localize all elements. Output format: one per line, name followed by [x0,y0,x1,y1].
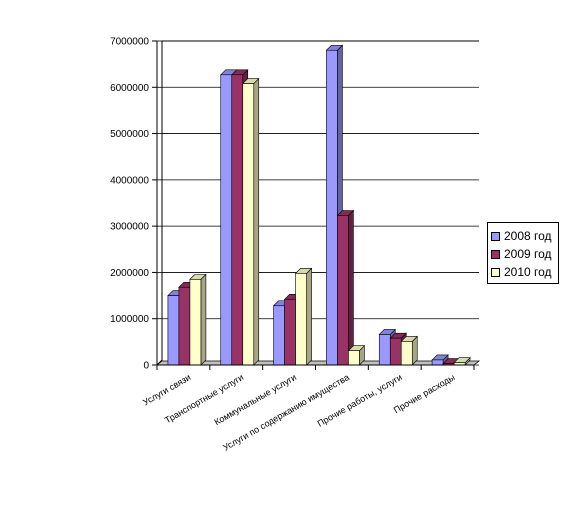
bar-front [178,286,191,366]
bar-front [337,215,349,366]
legend-item-2008: 2008 год [491,227,555,245]
bar-front [348,350,360,366]
legend-item-2010: 2010 год [491,263,555,281]
bar-side [253,77,260,366]
bar-front [431,359,444,366]
bar-side [200,273,207,366]
x-tick-label: Услуги связи [141,372,192,407]
bar-front [231,74,244,366]
bar [400,335,418,366]
bar-front [189,279,202,366]
bar-front [284,298,296,366]
y-tick-label: 4000000 [110,175,149,186]
y-tick-label: 1000000 [110,314,149,325]
legend-item-2009: 2009 год [491,245,555,263]
y-tick-label: 6000000 [110,83,149,94]
bar-front [273,305,285,366]
plot-area: 0 1000000 2000000 3000000 4000000 5000000 6000… [110,37,481,453]
legend-label-2009: 2009 год [504,247,552,261]
bar [242,77,260,366]
bar [189,273,207,366]
bar-front [242,83,255,366]
y-tick-label: 2000000 [110,268,149,279]
bar-side [348,209,354,366]
bar [294,267,313,366]
legend-swatch-2009 [491,249,500,259]
bar-front [295,273,307,366]
bar-front [400,341,413,366]
bar [336,209,355,366]
bar-front [167,295,180,366]
y-tick-label: 5000000 [110,129,149,140]
legend-label-2010: 2010 год [504,265,552,279]
y-tick-label: 0 [143,361,149,372]
chart-legend: 2008 год 2009 год 2010 год [487,222,559,284]
x-tick-label: Прочие работы, услуги [316,372,404,429]
legend-label-2008: 2008 год [504,229,552,243]
bar [347,344,366,366]
y-tick-label: 7000000 [110,37,149,48]
bar-front [220,74,233,366]
bar-front [326,49,338,366]
y-tick-label: 3000000 [110,222,149,233]
bar-side [306,267,312,366]
bar [431,354,449,366]
bar-front [378,334,391,366]
legend-swatch-2008 [491,231,500,241]
legend-swatch-2010 [491,267,500,277]
bar-front [389,337,402,366]
bars [167,44,471,366]
chart-floor [155,360,481,366]
